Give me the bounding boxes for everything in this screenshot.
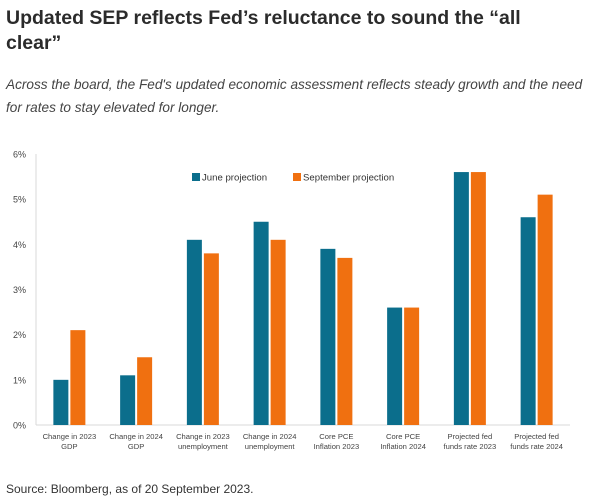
x-tick-label: Change in 2024	[243, 432, 297, 441]
bar-june	[387, 307, 403, 425]
y-tick-label: 5%	[13, 195, 26, 205]
x-tick-label: Change in 2023	[176, 432, 230, 441]
x-tick-label: unemployment	[178, 442, 229, 451]
x-tick-label: Change in 2023	[43, 432, 97, 441]
legend-swatch	[192, 173, 200, 181]
bar-june	[520, 217, 536, 425]
x-tick-label: Change in 2024	[109, 432, 163, 441]
legend-label: September projection	[303, 173, 394, 184]
source-note: Source: Bloomberg, as of 20 September 20…	[6, 482, 254, 496]
legend-swatch	[293, 173, 301, 181]
x-tick-label: Inflation 2023	[314, 442, 360, 451]
x-tick-label: funds rate 2024	[510, 442, 563, 451]
bar-june	[186, 239, 202, 425]
x-tick-label: GDP	[61, 442, 77, 451]
bar-june	[120, 375, 136, 425]
bar-june	[320, 248, 336, 425]
y-tick-label: 3%	[13, 285, 26, 295]
y-tick-label: 6%	[13, 150, 26, 160]
bar-september	[470, 172, 486, 425]
y-tick-label: 0%	[13, 421, 26, 431]
x-tick-label: GDP	[128, 442, 144, 451]
bar-september	[137, 357, 153, 425]
chart-subtitle: Across the board, the Fed's updated econ…	[6, 77, 583, 115]
y-tick-label: 2%	[13, 330, 26, 340]
x-tick-label: Projected fed	[514, 432, 559, 441]
x-tick-label: Projected fed	[448, 432, 493, 441]
y-tick-label: 1%	[13, 375, 26, 385]
legend-label: June projection	[202, 173, 267, 184]
bars	[53, 172, 553, 425]
bar-september	[404, 307, 420, 425]
bar-september	[203, 253, 219, 425]
bar-september	[337, 257, 353, 425]
bar-june	[453, 172, 469, 425]
x-tick-label: unemployment	[245, 442, 296, 451]
y-tick-label: 4%	[13, 240, 26, 250]
bar-september	[537, 194, 553, 425]
x-tick-label: Inflation 2024	[380, 442, 426, 451]
bar-june	[53, 379, 69, 425]
bar-september	[70, 330, 86, 425]
chart-title: Updated SEP reflects Fed’s reluctance to…	[6, 7, 521, 54]
legend: June projection September projection	[192, 173, 394, 184]
bar-september	[270, 239, 286, 425]
y-tick-labels: 0% 1% 2% 3% 4% 5% 6%	[13, 150, 26, 431]
x-tick-label: Core PCE	[386, 432, 420, 441]
x-tick-label: funds rate 2023	[443, 442, 496, 451]
x-tick-label: Core PCE	[319, 432, 353, 441]
bar-june	[253, 221, 269, 425]
